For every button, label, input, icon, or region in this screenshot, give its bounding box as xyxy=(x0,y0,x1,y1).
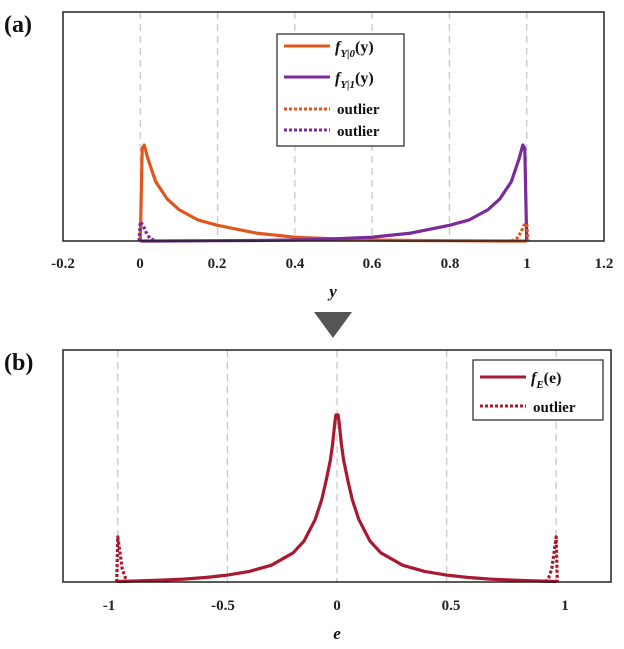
panel-a-curves xyxy=(137,143,530,243)
xtick-label: 0.6 xyxy=(363,256,382,272)
panel-b-label: (b) xyxy=(4,350,33,376)
series-outlier-crimson xyxy=(115,535,131,584)
legend-box xyxy=(472,359,604,421)
panel-a: (a) -0.2 0 0.2 0.4 0.6 0.8 1 1.2 y fY|0(… xyxy=(4,11,613,301)
legend-arg: (y) xyxy=(355,39,374,56)
series-outlier-orange xyxy=(510,222,530,243)
legend-func: f xyxy=(335,39,342,56)
xtick-label: 0.8 xyxy=(441,256,460,272)
panel-a-ticks: -0.2 0 0.2 0.4 0.6 0.8 1 1.2 xyxy=(51,256,613,272)
legend-arg: (e) xyxy=(544,370,562,387)
series-outlier-crimson xyxy=(543,535,559,584)
legend-entry-fy1: fY|1(y) xyxy=(335,70,374,91)
panel-b-legend: fE(e) outlier xyxy=(472,359,604,421)
series-outlier-purple xyxy=(137,220,157,243)
panel-a-xlabel: y xyxy=(327,282,337,301)
xtick-label: -0.2 xyxy=(51,256,75,272)
series-purple xyxy=(140,143,529,243)
xtick-label: 1 xyxy=(523,256,531,272)
legend-arg: (y) xyxy=(355,70,374,87)
panel-b-xlabel: e xyxy=(333,624,341,643)
panel-a-legend: fY|0(y) fY|1(y) outlier outlier xyxy=(276,33,405,147)
legend-sub: Y|0 xyxy=(340,48,355,60)
panel-b-axes-box xyxy=(62,349,612,583)
xtick-label: 1.2 xyxy=(595,256,614,272)
panel-a-axes-box xyxy=(62,11,605,242)
panel-b-curves xyxy=(115,413,559,584)
panel-b-ticks: -1 -0.5 0 0.5 1 xyxy=(103,598,569,614)
xtick-label: 0 xyxy=(333,598,341,614)
legend-entry-outlier: outlier xyxy=(533,400,576,416)
down-arrow-icon xyxy=(314,312,352,338)
legend-entry-outlier: outlier xyxy=(337,124,380,140)
legend-entry-fy0: fY|0(y) xyxy=(335,39,374,60)
xtick-label: 0.4 xyxy=(286,256,305,272)
legend-entry-fe: fE(e) xyxy=(531,370,561,391)
legend-sub: E xyxy=(535,379,543,391)
xtick-label: 0.5 xyxy=(442,598,461,614)
legend-func: f xyxy=(531,370,538,387)
xtick-label: 0.2 xyxy=(208,256,227,272)
series-orange xyxy=(138,143,527,243)
xtick-label: -0.5 xyxy=(211,598,235,614)
xtick-label: 1 xyxy=(561,598,569,614)
panel-b: (b) -1 -0.5 0 0.5 1 e fE(e) outlier xyxy=(4,349,612,643)
legend-box xyxy=(276,33,405,147)
legend-entry-outlier: outlier xyxy=(337,102,380,118)
xtick-label: -1 xyxy=(103,598,116,614)
panel-a-label: (a) xyxy=(4,12,32,38)
series-crimson xyxy=(117,413,557,584)
legend-sub: Y|1 xyxy=(340,79,355,91)
xtick-label: 0 xyxy=(136,256,144,272)
legend-func: f xyxy=(335,70,342,87)
